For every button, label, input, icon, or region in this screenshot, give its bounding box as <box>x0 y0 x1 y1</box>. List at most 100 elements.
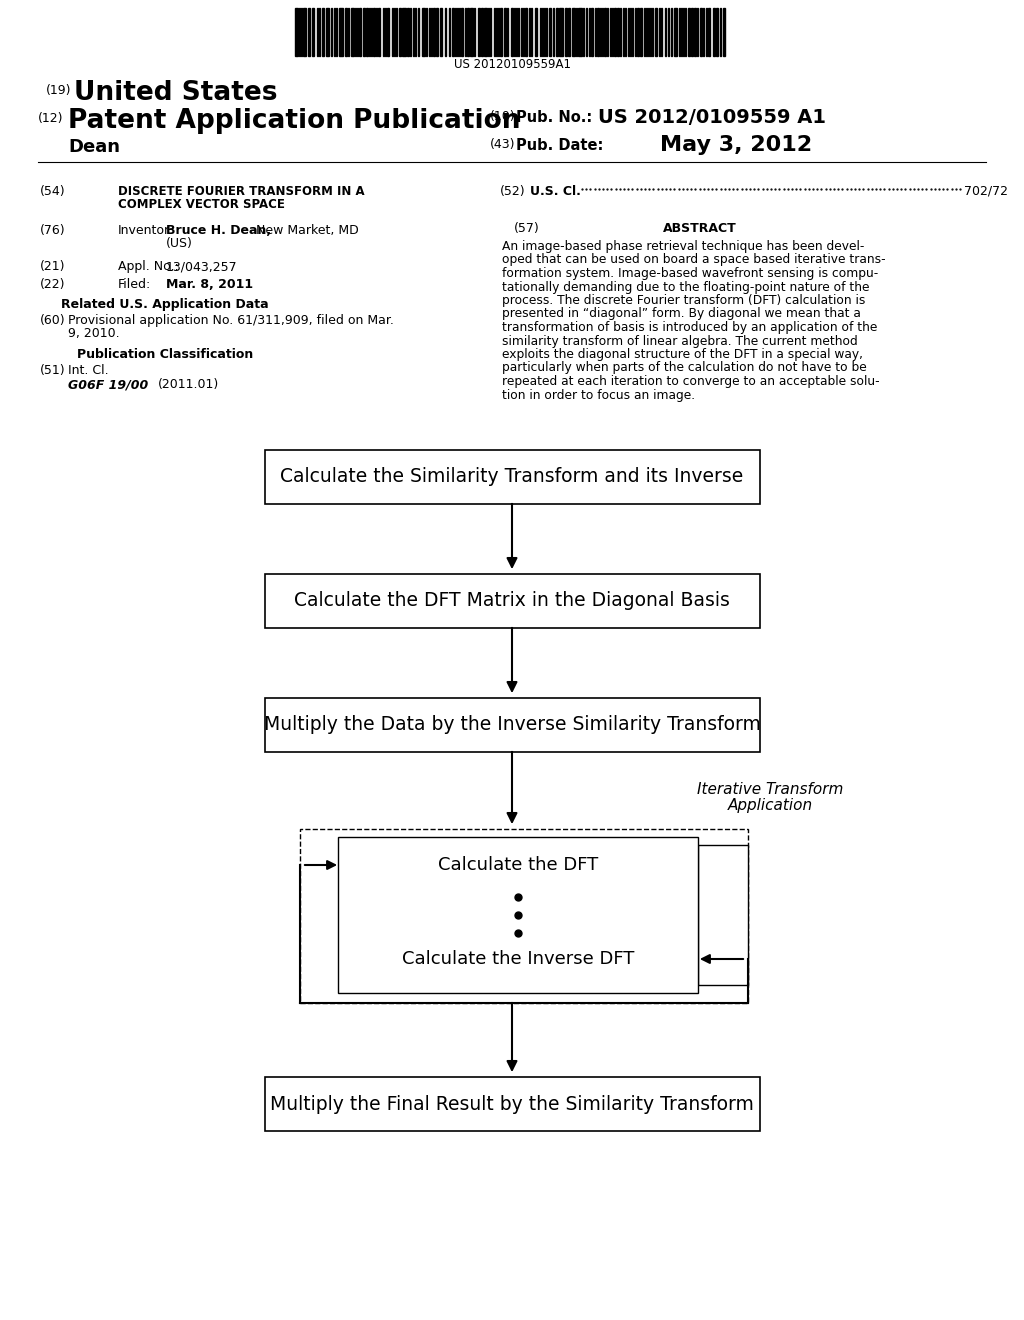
Bar <box>467 8 469 55</box>
Bar <box>549 8 551 55</box>
Text: Mar. 8, 2011: Mar. 8, 2011 <box>166 279 253 290</box>
Bar <box>322 8 324 55</box>
Bar <box>452 8 454 55</box>
Bar <box>295 8 298 55</box>
Bar <box>556 8 558 55</box>
Text: Pub. Date:: Pub. Date: <box>516 139 603 153</box>
Bar <box>535 8 537 55</box>
Bar <box>402 8 406 55</box>
Text: United States: United States <box>74 81 278 106</box>
Text: Calculate the Inverse DFT: Calculate the Inverse DFT <box>401 950 634 968</box>
Text: exploits the diagonal structure of the DFT in a special way,: exploits the diagonal structure of the D… <box>502 348 863 360</box>
Text: Related U.S. Application Data: Related U.S. Application Data <box>61 298 269 312</box>
Bar <box>440 8 442 55</box>
Bar <box>708 8 710 55</box>
Text: 702/72: 702/72 <box>964 185 1008 198</box>
Bar <box>694 8 696 55</box>
Bar <box>264 698 760 752</box>
Text: New Market, MD: New Market, MD <box>252 224 358 238</box>
Bar <box>525 8 527 55</box>
Text: Application: Application <box>727 799 813 813</box>
Bar <box>481 8 483 55</box>
Bar <box>264 450 760 504</box>
Bar <box>470 8 473 55</box>
Text: Calculate the DFT Matrix in the Diagonal Basis: Calculate the DFT Matrix in the Diagonal… <box>294 591 730 610</box>
Bar <box>373 8 375 55</box>
Bar <box>614 8 616 55</box>
Text: (57): (57) <box>514 222 540 235</box>
Bar <box>591 8 593 55</box>
Bar <box>378 8 380 55</box>
Text: Inventor:: Inventor: <box>118 224 174 238</box>
Text: (54): (54) <box>40 185 66 198</box>
Text: (2011.01): (2011.01) <box>158 378 219 391</box>
Bar <box>433 8 435 55</box>
Bar <box>578 8 582 55</box>
Bar <box>264 574 760 628</box>
Bar <box>637 8 639 55</box>
Bar <box>655 8 657 55</box>
Text: tationally demanding due to the floating-point nature of the: tationally demanding due to the floating… <box>502 281 869 293</box>
Bar <box>312 8 314 55</box>
Text: US 20120109559A1: US 20120109559A1 <box>454 58 570 71</box>
Text: (US): (US) <box>166 238 193 249</box>
Text: Calculate the Similarity Transform and its Inverse: Calculate the Similarity Transform and i… <box>281 467 743 487</box>
Bar <box>559 8 563 55</box>
Text: Filed:: Filed: <box>118 279 152 290</box>
Bar <box>597 8 599 55</box>
Text: Multiply the Data by the Inverse Similarity Transform: Multiply the Data by the Inverse Similar… <box>263 715 761 734</box>
Text: (10): (10) <box>490 110 516 123</box>
Text: (76): (76) <box>40 224 66 238</box>
Bar <box>339 8 343 55</box>
Bar <box>723 8 725 55</box>
Text: ABSTRACT: ABSTRACT <box>664 222 737 235</box>
Text: (19): (19) <box>46 84 72 96</box>
Text: Patent Application Publication: Patent Application Publication <box>68 108 520 135</box>
Text: DISCRETE FOURIER TRANSFORM IN A: DISCRETE FOURIER TRANSFORM IN A <box>118 185 365 198</box>
Text: Calculate the DFT: Calculate the DFT <box>438 855 598 874</box>
Bar <box>691 8 693 55</box>
Bar <box>478 8 480 55</box>
Text: Dean: Dean <box>68 139 120 156</box>
Bar <box>345 8 347 55</box>
Bar <box>300 829 748 1003</box>
Text: May 3, 2012: May 3, 2012 <box>660 135 812 154</box>
Text: Provisional application No. 61/311,909, filed on Mar.: Provisional application No. 61/311,909, … <box>68 314 394 327</box>
Text: repeated at each iteration to converge to an acceptable solu-: repeated at each iteration to converge t… <box>502 375 880 388</box>
Bar <box>338 837 698 993</box>
Bar <box>362 8 365 55</box>
Text: 9, 2010.: 9, 2010. <box>68 327 120 341</box>
Bar <box>617 8 618 55</box>
Bar <box>422 8 425 55</box>
Bar <box>716 8 718 55</box>
Bar <box>399 8 401 55</box>
Text: (43): (43) <box>490 139 515 150</box>
Text: (12): (12) <box>38 112 63 125</box>
Text: U.S. Cl.: U.S. Cl. <box>530 185 581 198</box>
Text: Publication Classification: Publication Classification <box>77 348 253 360</box>
Text: 13/043,257: 13/043,257 <box>166 260 238 273</box>
Text: US 2012/0109559 A1: US 2012/0109559 A1 <box>598 108 826 127</box>
Bar <box>688 8 690 55</box>
Bar <box>326 8 329 55</box>
Bar <box>359 8 361 55</box>
Bar <box>698 845 748 985</box>
Bar <box>511 8 513 55</box>
Bar <box>572 8 575 55</box>
Bar <box>436 8 438 55</box>
Text: tion in order to focus an image.: tion in order to focus an image. <box>502 388 695 401</box>
Text: transformation of basis is introduced by an application of the: transformation of basis is introduced by… <box>502 321 878 334</box>
Text: similarity transform of linear algebra. The current method: similarity transform of linear algebra. … <box>502 334 858 347</box>
Text: presented in “diagonal” form. By diagonal we mean that a: presented in “diagonal” form. By diagona… <box>502 308 861 321</box>
Bar <box>565 8 567 55</box>
Bar <box>504 8 506 55</box>
Text: G06F 19/00: G06F 19/00 <box>68 378 148 391</box>
Bar <box>700 8 702 55</box>
Bar <box>264 1077 760 1131</box>
Text: (22): (22) <box>40 279 66 290</box>
Bar <box>713 8 715 55</box>
Text: (52): (52) <box>500 185 525 198</box>
Bar <box>351 8 354 55</box>
Bar <box>568 8 570 55</box>
Text: particularly when parts of the calculation do not have to be: particularly when parts of the calculati… <box>502 362 866 375</box>
